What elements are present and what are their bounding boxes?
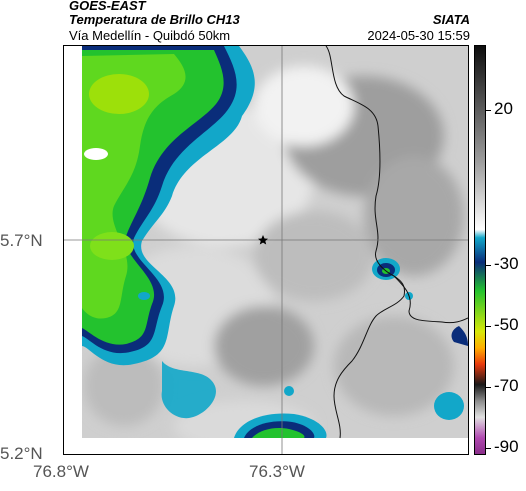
- title-product: Temperatura de Brillo CH13: [69, 12, 240, 27]
- colorbar-tick: [486, 387, 491, 388]
- lat-tick-label: 5.7°N: [0, 231, 43, 250]
- colorbar-tick: [486, 110, 491, 111]
- no-data-bottom: [64, 438, 468, 454]
- colorbar-label: -30: [494, 254, 519, 273]
- lon-tick-label: 76.3°W: [249, 462, 305, 481]
- colorbar-label: -70: [494, 376, 519, 395]
- colorbar-tick: [486, 448, 491, 449]
- source-label: SIATA: [432, 12, 470, 27]
- route-subtitle: Vía Medellín - Quibdó 50km: [69, 28, 231, 43]
- no-data-left: [64, 46, 82, 454]
- boundary-line: [325, 46, 405, 439]
- colorbar-tick: [486, 265, 491, 266]
- satellite-map[interactable]: [63, 45, 469, 455]
- colorbar: [474, 45, 486, 455]
- star-marker[interactable]: [258, 235, 268, 245]
- cold-cloud-region: [82, 46, 255, 366]
- map-canvas: [64, 46, 468, 454]
- colorbar-tick: [486, 326, 491, 327]
- title-satellite: GOES-EAST: [69, 0, 146, 13]
- lat-tick-label: 5.2°N: [0, 444, 43, 463]
- boundary-line-east: [393, 275, 468, 324]
- lon-tick-label: 76.8°W: [33, 462, 89, 481]
- colorbar-label: -90: [494, 437, 519, 456]
- colorbar-label: -50: [494, 315, 519, 334]
- colorbar-label: 20: [494, 99, 513, 118]
- timestamp: 2024-05-30 15:59: [367, 28, 470, 43]
